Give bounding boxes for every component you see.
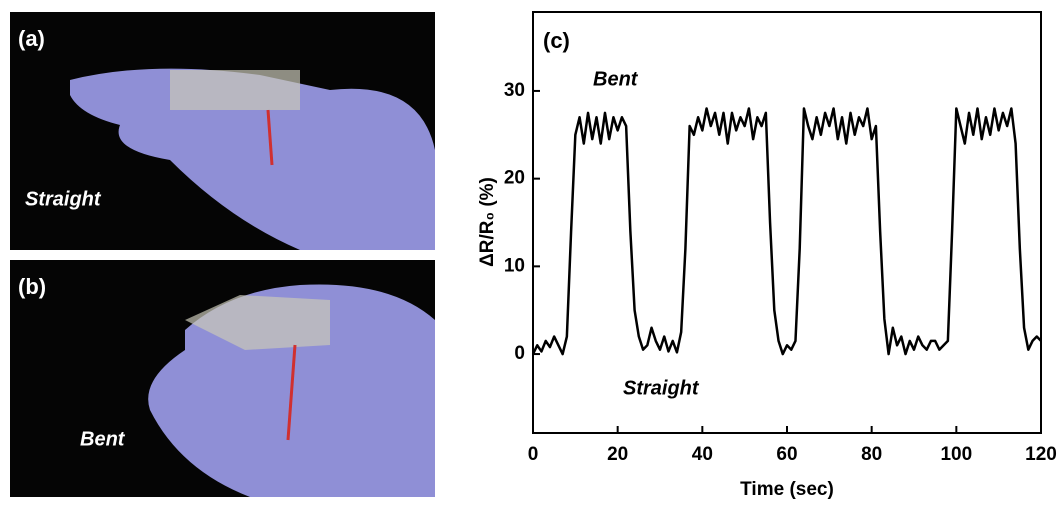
data-line (531, 107, 1042, 356)
panel-label: (a) (18, 26, 45, 51)
y-axis-label: ΔR/R₀ (%) (477, 177, 498, 267)
y-tick-label: 10 (504, 255, 525, 276)
y-tick-label: 30 (504, 80, 525, 101)
wire (266, 109, 274, 166)
caption: Straight (25, 188, 102, 210)
x-tick-label: 60 (776, 444, 797, 465)
x-tick-label: 100 (940, 444, 972, 465)
photo-b: (b) Bent (10, 260, 435, 497)
y-tick-label: 0 (514, 343, 525, 364)
photo-a: (a) Straight (10, 12, 435, 250)
sensor (185, 295, 330, 350)
annotation: Straight (623, 377, 700, 399)
panel-label: (b) (18, 274, 46, 299)
x-tick-label: 20 (607, 444, 628, 465)
x-tick-label: 40 (692, 444, 713, 465)
caption: Bent (80, 428, 126, 450)
wire (286, 344, 297, 441)
panel-label: (c) (543, 28, 570, 53)
x-tick-label: 80 (861, 444, 882, 465)
x-tick-label: 120 (1025, 444, 1057, 465)
sensor (170, 70, 300, 110)
annotation: Bent (593, 68, 639, 90)
x-axis-label: Time (sec) (740, 479, 834, 500)
y-tick-label: 20 (504, 168, 525, 189)
glove (70, 68, 435, 250)
x-tick-label: 0 (528, 444, 539, 465)
